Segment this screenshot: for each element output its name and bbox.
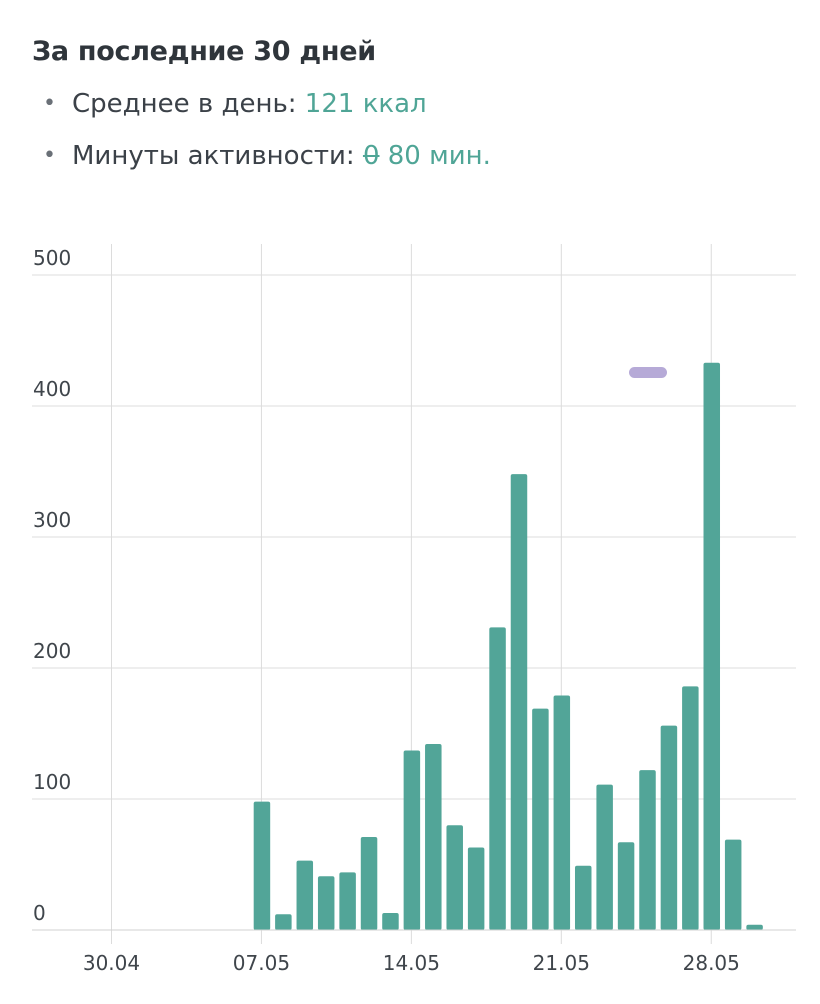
summary-section: За последние 30 дней • Среднее в день: 1… [32, 36, 491, 175]
bar [553, 695, 571, 930]
y-tick-label: 300 [33, 508, 71, 532]
bar [339, 872, 356, 930]
x-tick-label: 14.05 [383, 951, 440, 975]
bar [489, 627, 506, 930]
x-tick-label: 07.05 [233, 951, 290, 975]
y-tick-label: 500 [33, 246, 71, 270]
bar [253, 801, 271, 930]
y-tick-label: 100 [33, 770, 71, 794]
bar [596, 784, 613, 930]
activity-stat: • Минуты активности: 0 80 мин. [32, 137, 491, 175]
summary-title: За последние 30 дней [32, 36, 376, 67]
bar [510, 474, 528, 930]
bar [639, 770, 656, 930]
bar [724, 839, 742, 930]
bullet-icon: • [43, 91, 56, 116]
bar [360, 836, 378, 930]
average-stat: • Среднее в день: 121 ккал [32, 85, 491, 123]
bar [275, 914, 292, 930]
x-tick-label: 30.04 [83, 951, 140, 975]
y-tick-label: 200 [33, 639, 71, 663]
y-tick-label: 400 [33, 377, 71, 401]
bullet-icon: • [43, 143, 56, 168]
x-tick-label: 21.05 [533, 951, 590, 975]
bar [746, 924, 763, 930]
activity-value-text: 80 мин. [379, 141, 491, 171]
bar [660, 725, 678, 930]
activity-label: Минуты активности: [72, 141, 355, 171]
bar [574, 865, 592, 930]
bar [425, 743, 442, 930]
x-tick-label: 28.05 [683, 951, 740, 975]
stats-list: • Среднее в день: 121 ккал • Минуты акти… [32, 85, 491, 175]
bar [382, 912, 399, 930]
bar [682, 686, 699, 930]
average-value: 121 ккал [304, 89, 427, 119]
y-tick-label: 0 [33, 901, 46, 925]
average-label: Среднее в день: [72, 89, 297, 119]
bar [296, 860, 314, 930]
bar [532, 708, 549, 930]
bar [317, 876, 335, 930]
highlight-marker [629, 367, 667, 378]
activity-value: 0 80 мин. [363, 141, 491, 171]
activity-value-prefix: 0 [362, 141, 380, 171]
bar [467, 847, 485, 930]
bar [703, 362, 721, 930]
bar [403, 750, 421, 930]
bar [446, 825, 463, 930]
bar [617, 842, 635, 930]
